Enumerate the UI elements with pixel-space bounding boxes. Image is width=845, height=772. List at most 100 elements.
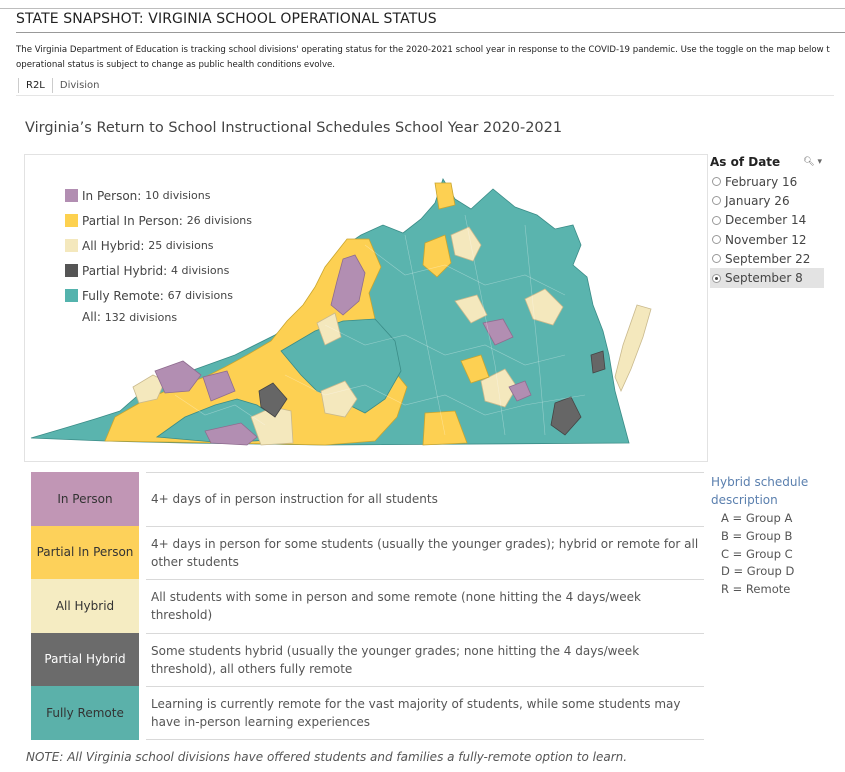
title-divider <box>16 32 845 33</box>
radio-icon[interactable] <box>712 196 721 206</box>
legend-total: All: 132 divisions <box>82 310 252 324</box>
legend-count: 67 divisions <box>167 289 233 302</box>
map-canvas[interactable] <box>25 155 707 461</box>
state-region-in-person-central[interactable] <box>482 318 514 346</box>
state-region-partial-in-person-south[interactable] <box>422 410 468 446</box>
radio-icon[interactable] <box>712 235 721 245</box>
legend-item-partial-in-person[interactable]: Partial In Person: 26 divisions <box>65 208 252 233</box>
map-title: Virginia’s Return to School Instructiona… <box>25 120 563 136</box>
page-title: STATE SNAPSHOT: VIRGINIA SCHOOL OPERATIO… <box>16 11 437 27</box>
definition-row-all-hybrid: All Hybrid All students with some in per… <box>31 579 704 633</box>
state-region-partial-hybrid-southeast[interactable] <box>550 396 582 436</box>
date-option-december-14[interactable]: December 14 <box>710 211 830 230</box>
definition-row-partial-in-person: Partial In Person 4+ days in person for … <box>31 525 704 580</box>
legend-item-all-hybrid[interactable]: All Hybrid: 25 divisions <box>65 233 252 258</box>
state-region-in-person-south[interactable] <box>204 422 258 446</box>
fully-remote-swatch <box>65 289 78 302</box>
definition-row-in-person: In Person 4+ days of in person instructi… <box>31 472 704 526</box>
top-divider <box>0 8 845 9</box>
date-option-label: November 12 <box>725 232 807 247</box>
status-label-cell: Partial In Person <box>31 525 139 579</box>
legend-count: 4 divisions <box>171 264 230 277</box>
radio-selected-icon[interactable] <box>712 273 721 283</box>
state-region-all-hybrid-central-east[interactable] <box>454 294 488 324</box>
state-region-partial-hybrid-coast[interactable] <box>590 350 606 374</box>
date-filter-header: As of Date 🔍︎ ▾ <box>710 155 830 169</box>
state-region-partial-in-person-northeast[interactable] <box>434 182 456 210</box>
as-of-date-filter: As of Date 🔍︎ ▾ February 16 January 26 D… <box>710 155 830 288</box>
state-region-all-hybrid-southwest[interactable] <box>132 374 166 404</box>
hybrid-schedule-key: Hybrid schedule description A = Group A … <box>711 473 841 599</box>
footnote: NOTE: All Virginia school divisions have… <box>26 750 628 764</box>
intro-line-1: The Virginia Department of Education is … <box>16 45 830 55</box>
state-region-all-hybrid-west[interactable] <box>316 312 342 346</box>
legend-item-partial-hybrid[interactable]: Partial Hybrid: 4 divisions <box>65 258 252 283</box>
status-description: Some students hybrid (usually the younge… <box>146 632 704 687</box>
radio-icon[interactable] <box>712 215 721 225</box>
partial-in-person-swatch <box>65 214 78 227</box>
tab-r2l[interactable]: R2L <box>18 78 52 93</box>
status-description: 4+ days in person for some students (usu… <box>146 525 704 580</box>
status-description: Learning is currently remote for the vas… <box>146 686 704 740</box>
date-option-label: February 16 <box>725 174 798 189</box>
state-region-in-person-southwest[interactable] <box>154 360 202 394</box>
date-filter-title: As of Date <box>710 155 781 169</box>
state-region-partial-in-person-east[interactable] <box>460 354 490 384</box>
state-region-all-hybrid-piedmont[interactable] <box>320 380 358 418</box>
date-option-november-12[interactable]: November 12 <box>710 230 830 249</box>
status-label-cell: In Person <box>31 472 139 526</box>
hybrid-item-d: D = Group D <box>721 564 795 579</box>
date-option-label: January 26 <box>725 193 790 208</box>
legend-all-count: 132 divisions <box>104 311 178 324</box>
state-region-all-hybrid-northern-neck[interactable] <box>524 288 564 326</box>
chevron-down-icon[interactable]: ▾ <box>817 157 822 167</box>
date-option-february-16[interactable]: February 16 <box>710 172 830 191</box>
division-borders <box>174 214 586 436</box>
legend-item-in-person[interactable]: In Person: 10 divisions <box>65 183 252 208</box>
date-option-september-8[interactable]: September 8 <box>710 268 824 288</box>
date-option-january-26[interactable]: January 26 <box>710 191 830 210</box>
state-region-partial-hybrid-west[interactable] <box>258 382 288 418</box>
hybrid-item-r: R = Remote <box>721 582 791 597</box>
legend-label: Fully Remote: <box>82 288 164 303</box>
hybrid-schedule-list: A = Group A B = Group B C = Group C D = … <box>711 510 841 599</box>
state-region-fully-remote-central[interactable] <box>280 318 402 414</box>
view-tabs: R2L Division <box>18 78 107 93</box>
state-region-all-hybrid-eastern-shore[interactable] <box>614 304 652 392</box>
legend-label: In Person: <box>82 188 142 203</box>
state-region-in-person-east[interactable] <box>508 380 532 402</box>
intro-line-2: operational status is subject to change … <box>16 60 336 70</box>
state-region-partial-in-person-north[interactable] <box>422 234 452 278</box>
legend-count: 10 divisions <box>145 189 211 202</box>
state-region-in-person-west[interactable] <box>330 254 366 316</box>
radio-icon[interactable] <box>712 177 721 187</box>
state-region-all-hybrid-southside[interactable] <box>480 368 518 408</box>
definition-row-partial-hybrid: Partial Hybrid Some students hybrid (usu… <box>31 632 704 687</box>
date-options: February 16 January 26 December 14 Novem… <box>710 172 830 288</box>
partial-hybrid-swatch <box>65 264 78 277</box>
date-option-label: December 14 <box>725 213 807 228</box>
date-option-september-22[interactable]: September 22 <box>710 249 830 268</box>
legend-item-fully-remote[interactable]: Fully Remote: 67 divisions <box>65 283 252 308</box>
status-description: 4+ days of in person instruction for all… <box>146 472 704 526</box>
virginia-map[interactable]: In Person: 10 divisions Partial In Perso… <box>24 154 708 462</box>
search-icon[interactable]: 🔍︎ <box>803 157 815 167</box>
definition-row-fully-remote: Fully Remote Learning is currently remot… <box>31 686 704 740</box>
legend-count: 26 divisions <box>186 214 253 227</box>
state-region-all-hybrid-north[interactable] <box>450 226 482 262</box>
all-hybrid-swatch <box>65 239 78 252</box>
hybrid-item-c: C = Group C <box>721 546 793 561</box>
intro-text: The Virginia Department of Education is … <box>16 43 845 73</box>
hybrid-item-b: B = Group B <box>721 528 793 543</box>
status-description: All students with some in person and som… <box>146 579 704 633</box>
tab-division[interactable]: Division <box>51 78 107 93</box>
map-legend: In Person: 10 divisions Partial In Perso… <box>65 183 252 324</box>
state-region-in-person-southwest-2[interactable] <box>202 370 236 402</box>
date-option-label: September 8 <box>725 271 803 286</box>
legend-label: All Hybrid: <box>82 238 145 253</box>
status-definitions-table: In Person 4+ days of in person instructi… <box>31 472 704 740</box>
hybrid-schedule-title: Hybrid schedule description <box>711 475 809 507</box>
radio-icon[interactable] <box>712 254 721 264</box>
in-person-swatch <box>65 189 78 202</box>
tab-divider <box>16 95 834 96</box>
